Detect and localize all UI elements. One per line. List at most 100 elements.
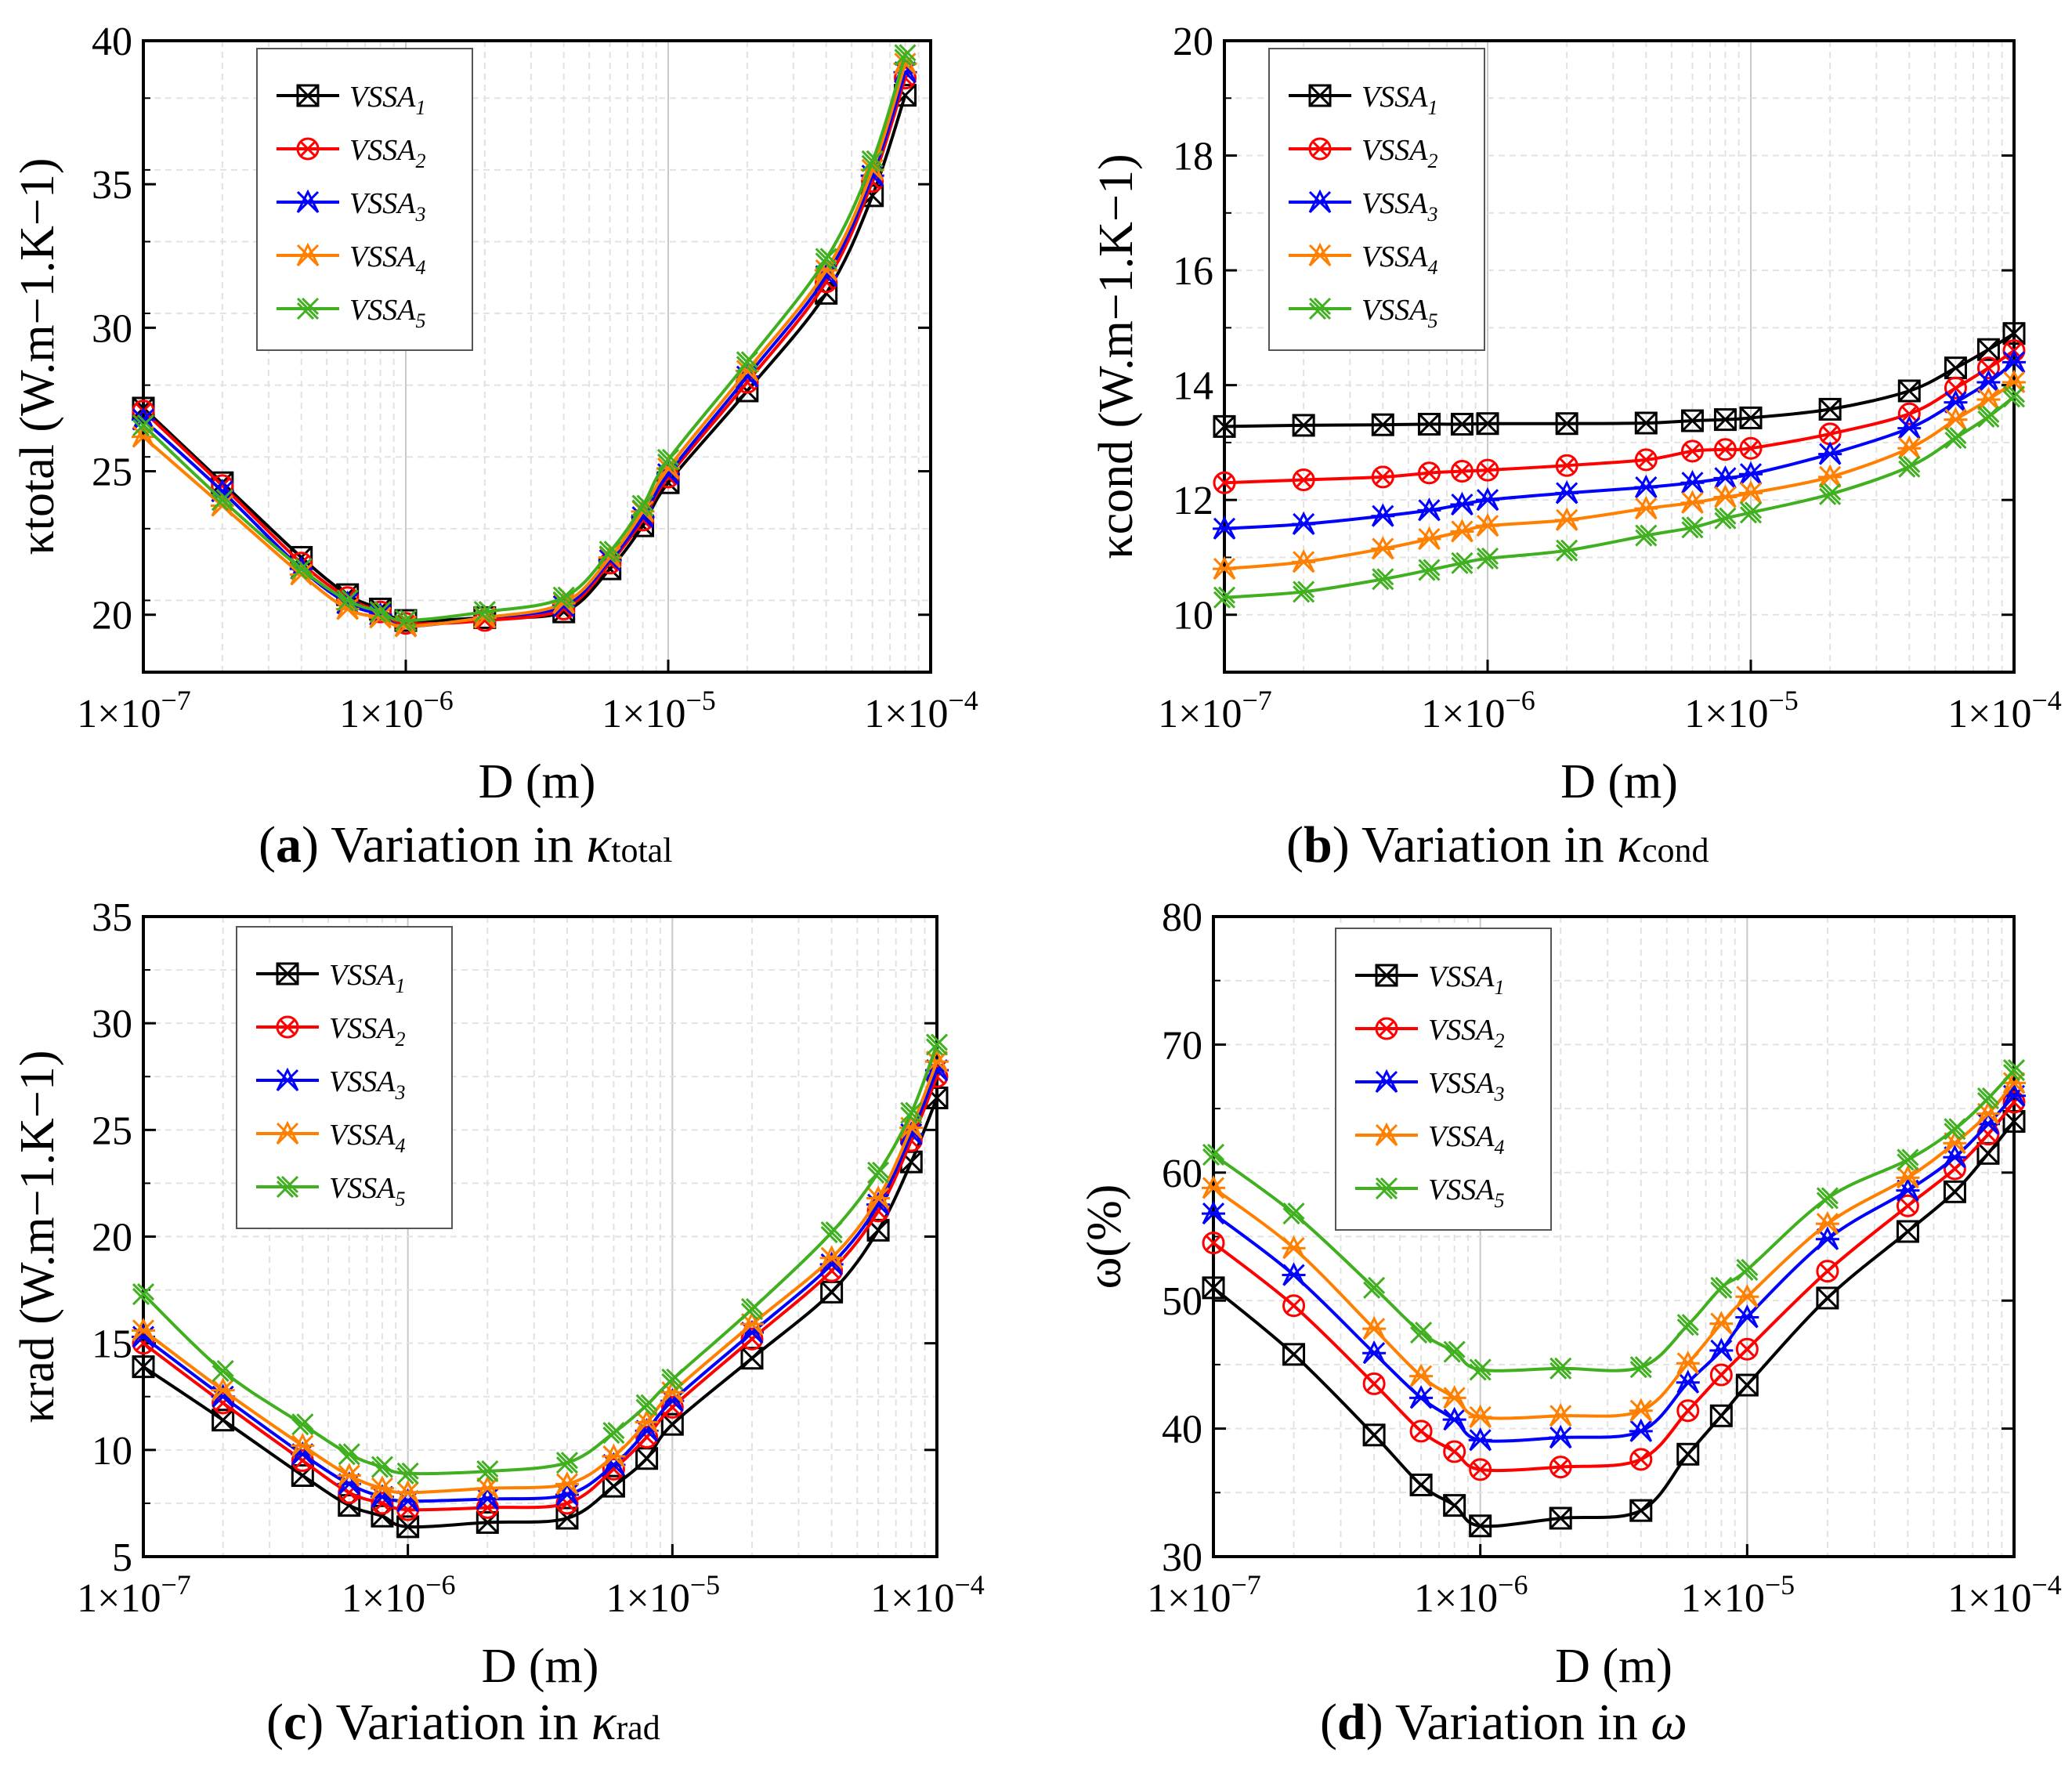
legend-marker (1375, 1017, 1398, 1040)
y-tick-label: 30 (92, 1002, 132, 1047)
chart-panel-a: 20 25 30 35 40 1×10−7 1×10−6 1×10−5 1×10−4 D (m) κ… (11, 20, 978, 873)
data-point (555, 1471, 579, 1496)
legend-item-1: VSSA1 (1289, 81, 1437, 119)
x-tick-label: 1×10−6 (339, 685, 454, 736)
data-point (1549, 1357, 1572, 1380)
data-point (1897, 435, 1922, 460)
data-point (1555, 412, 1578, 436)
panel-caption: (b) Variation in κcond (1286, 816, 1709, 873)
legend-item-4: VSSA4 (1289, 241, 1437, 279)
data-point (1735, 1373, 1759, 1397)
x-tick-label: 1×10−7 (1158, 685, 1272, 736)
series-vssa5 (1202, 1059, 2026, 1381)
legend-label: VSSA2 (349, 134, 425, 172)
data-point (2002, 322, 2026, 345)
legend-item-4: VSSA4 (277, 241, 425, 279)
series-line (142, 1043, 938, 1476)
data-point (1417, 412, 1441, 436)
legend-marker (276, 1120, 299, 1145)
data-point (1735, 1304, 1759, 1329)
legend-marker (296, 189, 320, 214)
series-line (1224, 381, 2016, 571)
legend-marker (296, 84, 320, 107)
legend: VSSA1 VSSA2 VSSA3 VSSA4 VSSA5 (1268, 48, 1485, 351)
data-point (820, 1221, 843, 1244)
x-tick-label: 1×10−5 (602, 685, 716, 736)
data-point (1450, 519, 1474, 543)
y-tick-label: 80 (1162, 895, 1202, 940)
data-point (1450, 491, 1474, 516)
data-point (291, 1433, 315, 1457)
data-point (1739, 406, 1763, 429)
data-point (598, 541, 621, 563)
data-point (1897, 379, 1921, 403)
data-point (656, 448, 680, 471)
data-point (1676, 1314, 1699, 1336)
y-tick-label: 40 (92, 20, 132, 64)
data-point (555, 1452, 579, 1474)
legend-label: VSSA5 (329, 1172, 405, 1210)
series-line (1212, 1069, 2016, 1373)
data-point (1944, 426, 1967, 450)
data-point (1282, 1235, 1306, 1260)
data-point (1362, 1372, 1386, 1395)
legend-marker (276, 1015, 299, 1039)
y-tick-label: 16 (1173, 249, 1213, 294)
data-point (1202, 1276, 1225, 1300)
data-point (1410, 1321, 1433, 1344)
legend-marker (276, 1067, 299, 1092)
data-point (1555, 480, 1579, 505)
series-line (1224, 395, 2016, 599)
data-point (1681, 516, 1704, 539)
y-axis-title: κcond (W.m−1.K−1) (1090, 154, 1143, 559)
data-point (337, 1463, 361, 1487)
series-line (1224, 349, 2016, 485)
series-vssa4 (1213, 369, 2026, 580)
data-point (1409, 1473, 1433, 1496)
data-point (1282, 1343, 1306, 1366)
data-point (1293, 580, 1315, 603)
data-point (1629, 1356, 1652, 1379)
data-point (1709, 1363, 1733, 1387)
data-point (925, 1033, 949, 1056)
data-point (861, 150, 884, 172)
y-tick-label: 30 (92, 306, 132, 351)
x-tick-label: 1×10−6 (1421, 685, 1535, 736)
data-point (1282, 1262, 1306, 1286)
data-point (602, 1443, 626, 1468)
data-point (1468, 1427, 1492, 1452)
data-point (1292, 414, 1315, 437)
legend-item-4: VSSA4 (1355, 1120, 1504, 1159)
y-tick-label: 10 (1173, 594, 1213, 638)
data-point (212, 1409, 235, 1432)
data-point (1676, 1399, 1700, 1423)
y-tick-label: 40 (1162, 1408, 1202, 1452)
data-point (602, 1474, 625, 1498)
y-tick-label: 35 (92, 895, 132, 940)
plot-frame (142, 39, 932, 674)
legend-item-2: VSSA2 (256, 1012, 405, 1051)
legend-marker (276, 1175, 299, 1199)
data-point (1819, 483, 1842, 505)
data-point (1417, 526, 1441, 551)
data-point (1476, 486, 1499, 512)
y-tick-label: 60 (1162, 1152, 1202, 1196)
y-tick-label: 5 (112, 1535, 132, 1580)
y-tick-label: 20 (92, 594, 132, 638)
legend-label: VSSA1 (1361, 81, 1437, 119)
data-point (1442, 1406, 1466, 1431)
data-point (1213, 515, 1236, 540)
x-tick-label: 1×10−4 (864, 685, 978, 736)
data-point (1549, 1424, 1573, 1449)
data-point (1418, 559, 1441, 581)
data-point (1371, 413, 1394, 436)
legend-marker (296, 242, 320, 267)
x-tick-label: 1×10−4 (870, 1569, 985, 1621)
series-vssa2 (1213, 339, 2026, 494)
data-point (1476, 412, 1499, 436)
data-point (1450, 412, 1474, 436)
x-tick-label: 1×10−5 (606, 1569, 721, 1621)
y-tick-label: 12 (1173, 479, 1213, 523)
legend-marker (296, 137, 320, 161)
